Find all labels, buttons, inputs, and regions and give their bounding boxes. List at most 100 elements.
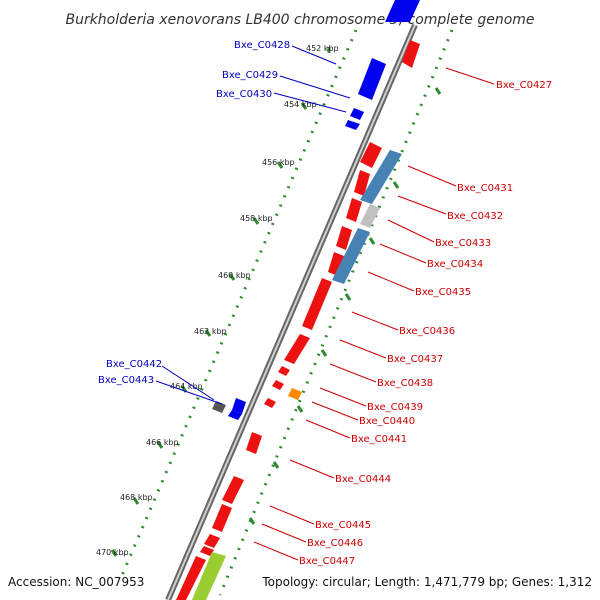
gene-arrow-reverse[interactable]	[385, 0, 420, 22]
gene-label[interactable]: Bxe_C0444	[335, 474, 391, 485]
callout-line	[407, 165, 457, 187]
gene-arrow-forward[interactable]	[302, 278, 332, 330]
tick-label: 452 kbp	[306, 44, 339, 53]
tick-label: 464 kbp	[170, 382, 203, 391]
callout-line	[329, 363, 377, 383]
callout-line	[379, 243, 427, 264]
callout-line	[319, 387, 367, 407]
callout-line	[273, 92, 347, 113]
callout-line	[305, 419, 351, 439]
gene-arrow-reverse[interactable]	[350, 108, 364, 120]
callout-line	[269, 505, 315, 525]
backbone-inner	[167, 24, 416, 600]
callout-line	[279, 75, 351, 99]
callout-line	[367, 271, 415, 292]
gene-arrow-forward[interactable]	[272, 380, 284, 390]
callout-line	[397, 195, 447, 215]
tick-label: 460 kbp	[218, 271, 251, 280]
gene-arrow-forward[interactable]	[176, 556, 206, 600]
tick-mark	[110, 549, 118, 557]
gene-label[interactable]: Bxe_C0428	[234, 40, 290, 51]
gene-arrow-forward[interactable]	[278, 366, 290, 376]
gene-label[interactable]: Bxe_C0432	[447, 211, 503, 222]
gene-label[interactable]: Bxe_C0430	[216, 89, 272, 100]
feature-block[interactable]	[192, 552, 226, 600]
tick-label: 456 kbp	[262, 158, 295, 167]
gene-label[interactable]: Bxe_C0441	[351, 434, 407, 445]
gene-label[interactable]: Bxe_C0445	[315, 520, 371, 531]
callout-line	[289, 459, 335, 479]
map-title: Burkholderia xenovorans LB400 chromosome…	[65, 12, 534, 28]
tick-label: 470 kbp	[96, 548, 129, 557]
gene-arrow-reverse[interactable]	[232, 398, 246, 414]
tick-mark	[132, 497, 140, 505]
gene-label[interactable]: Bxe_C0446	[307, 538, 363, 549]
gene-arrow-reverse[interactable]	[358, 58, 386, 100]
gene-arrow-forward[interactable]	[222, 476, 244, 504]
left-callouts	[155, 45, 351, 405]
gene-arrow-forward[interactable]	[354, 170, 370, 196]
gene-arrow-forward[interactable]	[264, 398, 276, 408]
gene-label[interactable]: Bxe_C0437	[387, 354, 443, 365]
gene-label[interactable]: Bxe_C0442	[106, 359, 162, 370]
gene-label[interactable]: Bxe_C0443	[98, 375, 154, 386]
major-ticks	[110, 47, 331, 557]
gene-arrow-forward[interactable]	[360, 142, 382, 168]
gene-label[interactable]: Bxe_C0436	[399, 326, 455, 337]
track-dash	[392, 181, 400, 189]
topology-text: Topology: circular; Length: 1,471,779 bp…	[261, 575, 592, 589]
tick-mark	[252, 217, 260, 225]
gene-arrow-reverse[interactable]	[345, 120, 360, 130]
gene-arrow-forward[interactable]	[336, 226, 352, 250]
gene-label[interactable]: Bxe_C0429	[222, 70, 278, 81]
gene-arrow-forward[interactable]	[246, 432, 262, 454]
gene-label[interactable]: Bxe_C0435	[415, 287, 471, 298]
callout-line	[445, 67, 495, 85]
gene-label[interactable]: Bxe_C0439	[367, 402, 423, 413]
gene-label[interactable]: Bxe_C0447	[299, 556, 355, 567]
tick-mark	[204, 329, 212, 337]
feature-block[interactable]	[288, 388, 302, 400]
gene-arrow-forward[interactable]	[212, 504, 232, 532]
gene-label[interactable]: Bxe_C0431	[457, 183, 513, 194]
gene-arrow-forward[interactable]	[284, 334, 310, 364]
tick-label: 466 kbp	[146, 438, 179, 447]
forward-strand-genes	[176, 40, 420, 600]
tick-mark	[276, 161, 284, 169]
gene-label[interactable]: Bxe_C0433	[435, 238, 491, 249]
gene-arrow-forward[interactable]	[204, 534, 220, 548]
feature-track	[192, 150, 402, 600]
track-dash	[344, 293, 352, 301]
gene-label[interactable]: Bxe_C0438	[377, 378, 433, 389]
feature-block[interactable]	[360, 204, 380, 228]
gene-label[interactable]: Bxe_C0434	[427, 259, 483, 270]
callout-line	[339, 339, 387, 359]
tick-mark	[228, 273, 236, 281]
gene-label[interactable]: Bxe_C0440	[359, 416, 415, 427]
track-dash	[248, 517, 256, 525]
track-dash	[272, 461, 280, 469]
callout-line	[155, 380, 223, 405]
tick-mark	[300, 102, 308, 110]
gene-arrow-forward[interactable]	[328, 252, 344, 276]
track-dash	[296, 405, 304, 413]
callout-line	[161, 365, 215, 401]
gene-arrow-forward[interactable]	[402, 40, 420, 68]
tick-label: 468 kbp	[120, 493, 153, 502]
gene-arrow-reverse[interactable]	[228, 410, 242, 420]
gene-arrow-forward[interactable]	[346, 198, 362, 222]
tick-label: 454 kbp	[284, 100, 317, 109]
callout-line	[387, 219, 435, 243]
right-callouts	[253, 67, 495, 561]
feature-block[interactable]	[332, 228, 370, 284]
gene-arrow-forward[interactable]	[200, 546, 214, 556]
track-dash	[368, 237, 376, 245]
right-track-dashes	[248, 87, 442, 525]
gene-arrow-reverse[interactable]	[212, 401, 226, 413]
gene-label[interactable]: Bxe_C0427	[496, 80, 552, 91]
tick-mark	[156, 441, 164, 449]
tick-label: 462 kbp	[194, 327, 227, 336]
track-dash	[434, 87, 442, 95]
feature-block[interactable]	[360, 150, 402, 204]
